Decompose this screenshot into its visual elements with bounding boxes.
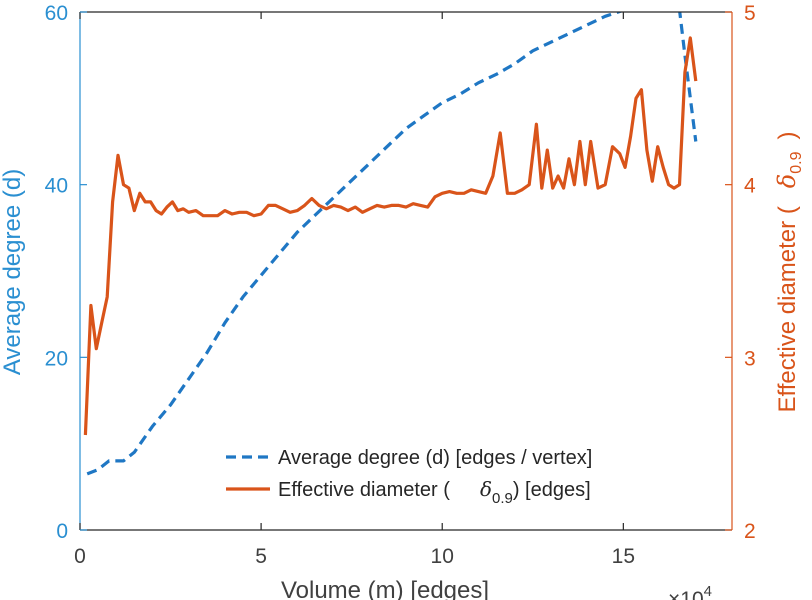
right-y-tick-label: 2	[744, 520, 756, 543]
plot-area	[83, 12, 698, 476]
x-tick-label: 0	[74, 545, 86, 568]
legend: Average degree (d) [edges / vertex] Effe…	[226, 447, 592, 507]
right-y-tick-label: 5	[744, 2, 756, 25]
left-y-tick-label: 60	[45, 2, 68, 25]
series-line-average-degree	[86, 12, 698, 476]
x-axis-label: Volume (m) [edges]	[281, 577, 489, 600]
left-y-axis-label: Average degree (d)	[0, 169, 26, 375]
x-axis-exponent: ×104	[668, 583, 712, 600]
left-y-tick-label: 40	[45, 175, 68, 198]
legend-entry-average-degree: Average degree (d) [edges / vertex]	[278, 447, 592, 469]
legend-entry-effective-diameter: Effective diameter (δ0.9) [edges]	[278, 477, 591, 507]
x-tick-label: 5	[255, 545, 267, 568]
x-tick-label: 15	[612, 545, 635, 568]
series-line-effective-diameter	[83, 36, 698, 436]
right-y-axis-label: Effective diameter (δ0.9)	[773, 131, 805, 412]
left-y-tick-label: 0	[56, 520, 68, 543]
x-tick-label: 10	[431, 545, 454, 568]
left-y-tick-label: 20	[45, 347, 68, 370]
right-y-tick-label: 3	[744, 347, 756, 370]
right-y-tick-label: 4	[744, 175, 756, 198]
